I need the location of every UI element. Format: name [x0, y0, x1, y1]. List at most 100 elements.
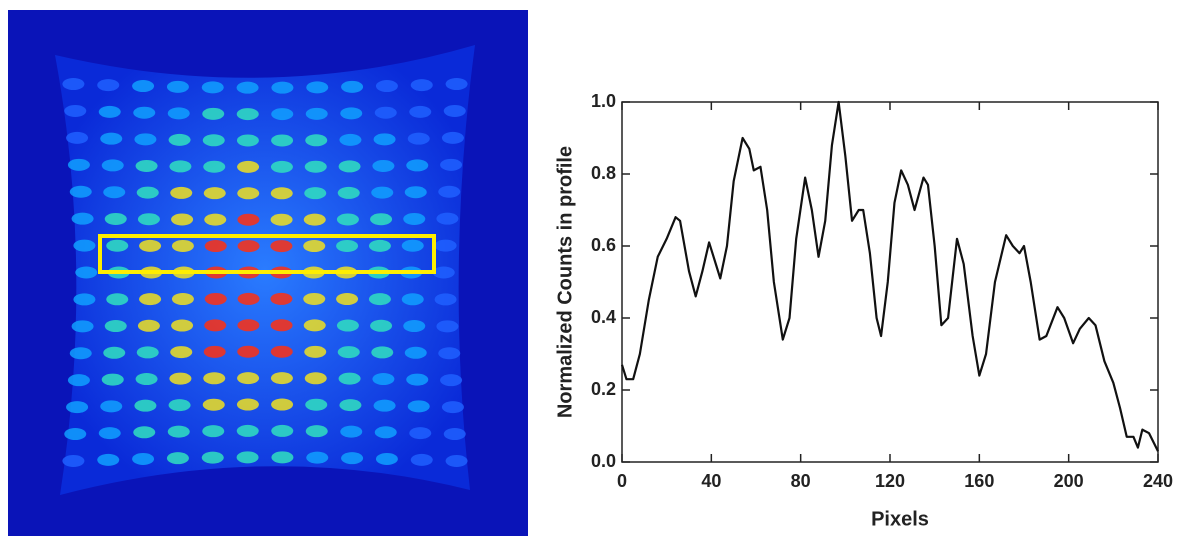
image-spot: [104, 320, 127, 333]
image-spot: [339, 133, 362, 146]
image-spot: [237, 292, 260, 305]
image-spot: [371, 346, 394, 359]
image-spot: [202, 425, 225, 438]
image-spot: [370, 319, 393, 332]
image-spot: [303, 292, 326, 305]
image-spot: [104, 212, 127, 225]
image-spot: [270, 292, 293, 305]
image-spot: [132, 80, 155, 93]
image-spot: [204, 240, 227, 253]
image-spot: [271, 108, 294, 121]
image-spot: [167, 107, 190, 120]
image-spot: [410, 79, 433, 92]
y-tick-label: 0.6: [591, 235, 616, 255]
image-spot: [170, 186, 193, 199]
image-spot: [69, 347, 92, 360]
image-spot: [237, 187, 260, 200]
image-spot: [237, 319, 260, 332]
image-spot: [139, 293, 162, 306]
image-spot: [341, 452, 364, 465]
image-spot: [236, 81, 259, 94]
image-spot: [375, 452, 398, 465]
image-spot: [401, 239, 424, 252]
plot-frame: [621, 101, 1159, 463]
image-spot: [100, 132, 123, 145]
image-spot: [403, 320, 426, 333]
image-spot: [203, 160, 226, 173]
image-spot: [103, 346, 126, 359]
image-spot: [372, 159, 395, 172]
image-spot: [106, 293, 129, 306]
image-spot: [71, 320, 94, 333]
x-tick-label: 80: [791, 471, 811, 491]
image-spots: [62, 78, 468, 467]
y-tick-label: 1.0: [591, 91, 616, 111]
image-spot: [136, 346, 159, 359]
image-spot: [303, 213, 326, 226]
image-spot: [445, 78, 468, 91]
image-spot: [304, 160, 327, 173]
image-spot: [438, 347, 461, 360]
image-spot: [401, 293, 424, 306]
image-spot: [440, 158, 463, 171]
image-spot: [237, 240, 260, 253]
image-spot: [270, 319, 293, 332]
image-spot: [201, 451, 224, 464]
image-spot: [69, 185, 92, 198]
image-spot: [133, 106, 156, 119]
image-spot: [406, 373, 429, 386]
image-spot: [236, 398, 259, 411]
x-tick-label: 200: [1054, 471, 1084, 491]
image-spot: [303, 319, 326, 332]
image-spot: [338, 160, 361, 173]
image-spot: [368, 239, 391, 252]
y-tick-label: 0.4: [591, 307, 616, 327]
image-spot: [98, 427, 121, 440]
image-spot: [270, 372, 293, 385]
image-spot: [202, 134, 225, 147]
image-spot: [441, 131, 464, 144]
image-spot: [168, 399, 191, 412]
image-spot: [169, 160, 192, 173]
image-spot: [71, 212, 94, 225]
image-spot: [170, 346, 193, 359]
image-spot: [407, 400, 430, 413]
image-spot: [236, 424, 259, 437]
image-spot: [67, 158, 90, 171]
image-spot: [443, 104, 466, 117]
image-spot: [409, 427, 432, 440]
image-spot: [66, 131, 89, 144]
image-spot: [66, 401, 89, 414]
image-spot: [236, 451, 259, 464]
x-axis-label: Pixels: [871, 508, 929, 530]
image-spot: [169, 372, 192, 385]
image-spot: [409, 105, 432, 118]
image-spot: [201, 81, 224, 94]
image-spot: [370, 213, 393, 226]
image-spot: [304, 372, 327, 385]
image-spot: [403, 212, 426, 225]
image-spot: [374, 426, 397, 439]
image-spot: [171, 213, 194, 226]
image-spot: [337, 186, 360, 199]
image-spot: [368, 293, 391, 306]
image-spot: [202, 107, 225, 120]
image-spot: [135, 373, 158, 386]
image-spot: [132, 452, 155, 465]
image-spot: [202, 398, 225, 411]
image-spot: [336, 319, 359, 332]
image-spot: [434, 293, 457, 306]
chart: Pixels Normalized Counts in profile 0 40 8…: [554, 91, 1173, 531]
y-tick-label: 0.0: [591, 451, 616, 471]
image-spot: [270, 213, 293, 226]
image-spot: [203, 187, 226, 200]
profile-region: [98, 234, 436, 274]
image-spot: [443, 428, 466, 441]
image-spot: [304, 345, 327, 358]
x-tick-label: 40: [701, 471, 721, 491]
image-spot: [73, 239, 96, 252]
image-spot: [236, 108, 259, 121]
image-spot: [134, 399, 157, 412]
image-spot: [100, 400, 123, 413]
